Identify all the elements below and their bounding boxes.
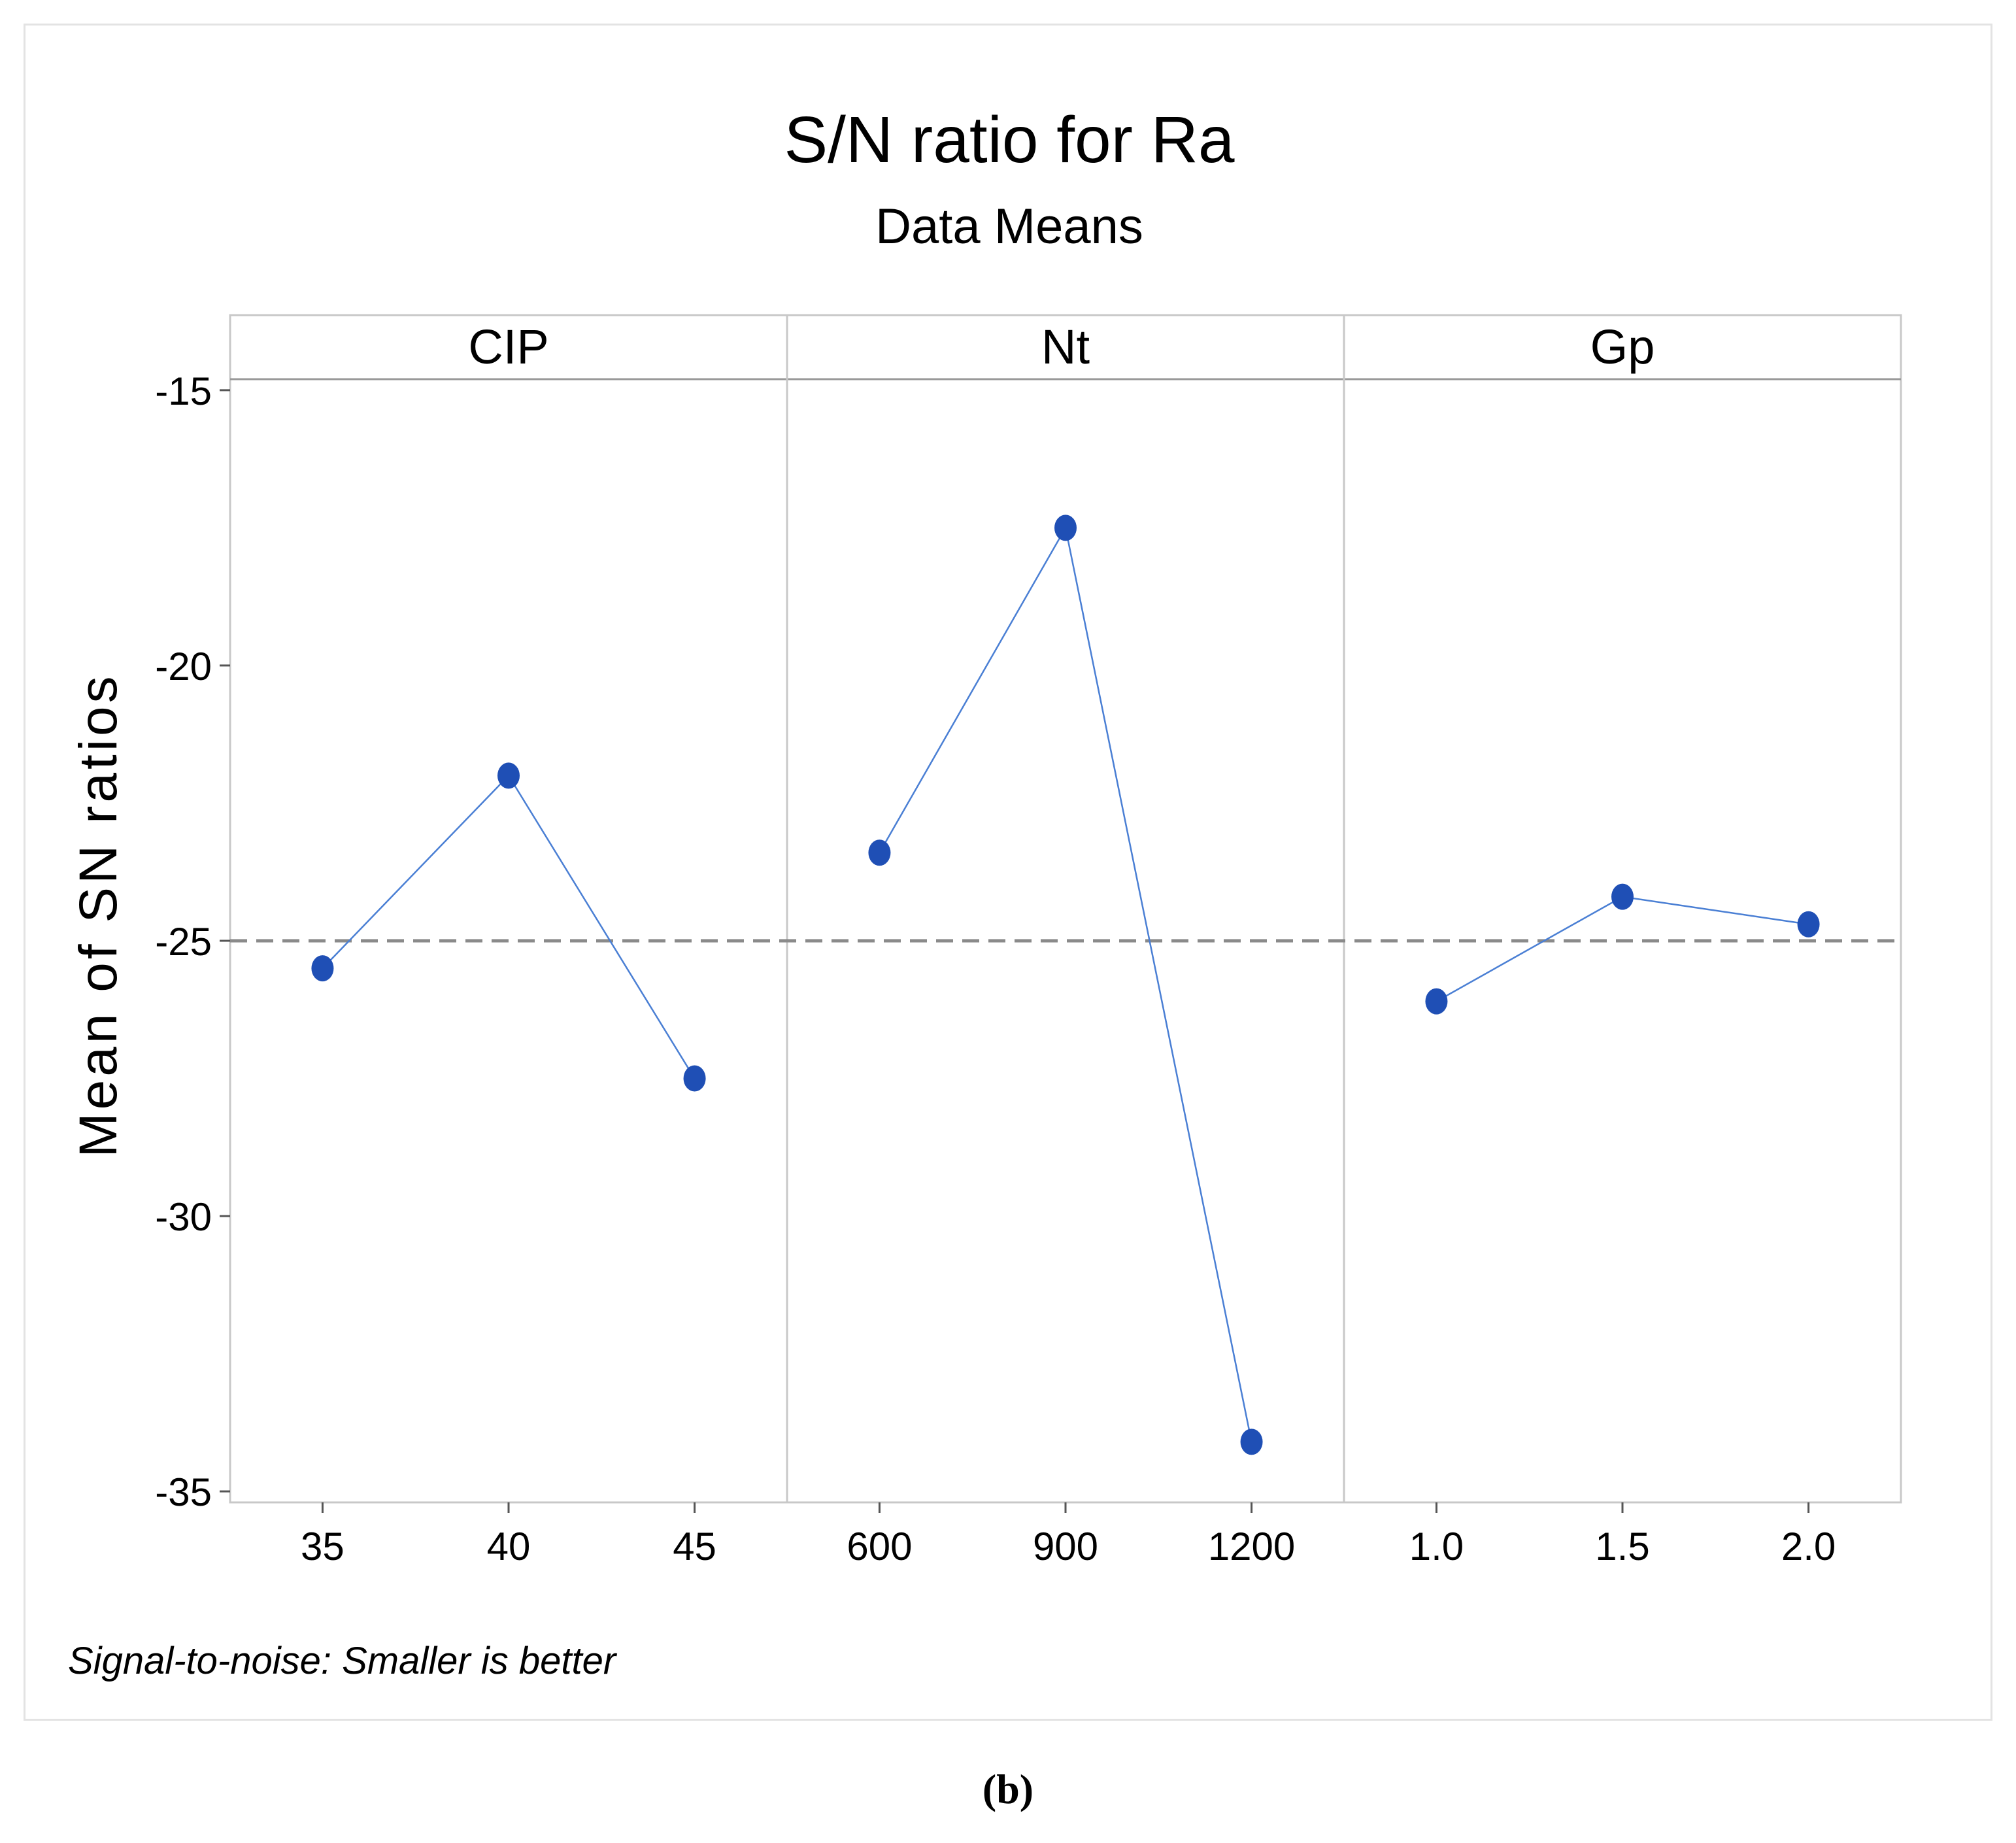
y-tick-label: -20: [155, 645, 212, 688]
panel-header-gp: Gp: [1590, 320, 1655, 374]
x-tick-label: 1200: [1208, 1525, 1295, 1568]
data-point-gp: [1425, 988, 1448, 1015]
y-tick-label: -25: [155, 920, 212, 964]
x-tick-label: 1.5: [1595, 1525, 1649, 1568]
data-point-nt: [1054, 515, 1077, 541]
x-tick-label: 900: [1033, 1525, 1098, 1568]
footnote: Signal-to-noise: Smaller is better: [68, 1640, 618, 1682]
data-point-nt: [868, 839, 891, 866]
chart-title: S/N ratio for Ra: [784, 103, 1234, 177]
data-point-gp: [1611, 883, 1634, 910]
x-tick-label: 35: [301, 1525, 344, 1568]
plot-area: -15 -20 -25 -30 -35 CIP 35 40 45 Nt 600 900 1200 Gp 1.…: [155, 314, 1902, 1568]
chart-frame: [24, 24, 1992, 1721]
data-point-nt: [1240, 1429, 1263, 1455]
y-axis-label: Mean of SN ratios: [69, 673, 128, 1157]
data-point-cip: [497, 762, 520, 789]
x-tick-label: 2.0: [1781, 1525, 1836, 1568]
figure-caption: (b): [982, 1766, 1034, 1812]
data-point-cip: [311, 955, 334, 982]
panel-header-cip: CIP: [468, 320, 548, 374]
x-tick-label: 40: [487, 1525, 531, 1568]
data-point-cip: [683, 1065, 706, 1092]
chart-subtitle: Data Means: [875, 199, 1143, 254]
panel-header-nt: Nt: [1041, 320, 1090, 374]
plot-border: [229, 314, 1902, 1504]
y-tick-label: -15: [155, 369, 212, 413]
data-point-gp: [1797, 911, 1820, 938]
x-tick-label: 1.0: [1409, 1525, 1464, 1568]
y-tick-label: -35: [155, 1470, 212, 1514]
y-tick-label: -30: [155, 1195, 212, 1239]
series-line-gp: [1436, 896, 1809, 1002]
x-tick-label: 600: [847, 1525, 912, 1568]
series-line-cip: [322, 774, 696, 1079]
series-line-nt: [879, 525, 1252, 1442]
x-tick-label: 45: [673, 1525, 716, 1568]
